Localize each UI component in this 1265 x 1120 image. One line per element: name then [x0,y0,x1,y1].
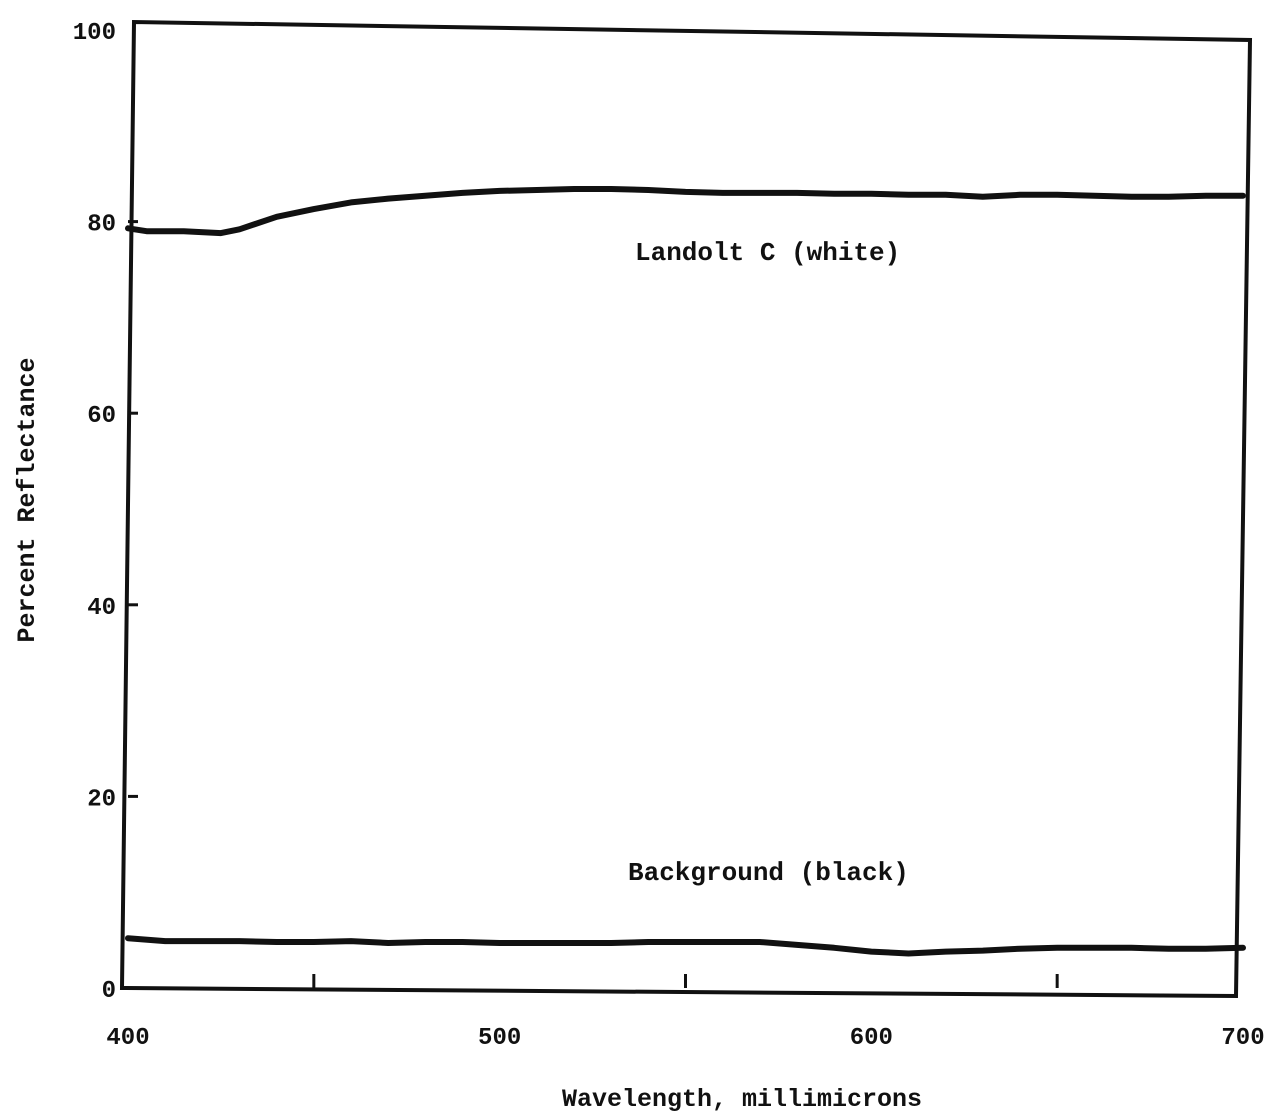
series-line-white [125,186,1246,237]
series-layer [125,186,1246,957]
y-axis-title: Percent Reflectance [13,357,42,642]
series-line-black [125,935,1246,957]
series-label-black: Background (black) [628,858,909,888]
x-tick-label: 600 [850,1025,893,1052]
x-tick-label: 500 [478,1025,521,1052]
y-tick-label: 0 [102,978,116,1005]
y-tick-label: 80 [87,212,116,239]
y-axis: 0 20 40 60 80 100 [73,20,138,1005]
y-tick-label: 20 [87,786,116,813]
y-tick-label: 100 [73,20,116,47]
y-tick-label: 40 [87,595,116,622]
x-axis: 400 500 600 700 [106,974,1265,1052]
plot-frame [119,19,1253,999]
series-label-white: Landolt C (white) [635,238,900,268]
series-labels: Landolt C (white) Background (black) [628,238,909,888]
y-tick-label: 60 [87,403,116,430]
x-axis-title: Wavelength, millimicrons [562,1085,922,1114]
x-tick-label: 700 [1221,1025,1264,1052]
x-tick-label: 400 [106,1025,149,1052]
